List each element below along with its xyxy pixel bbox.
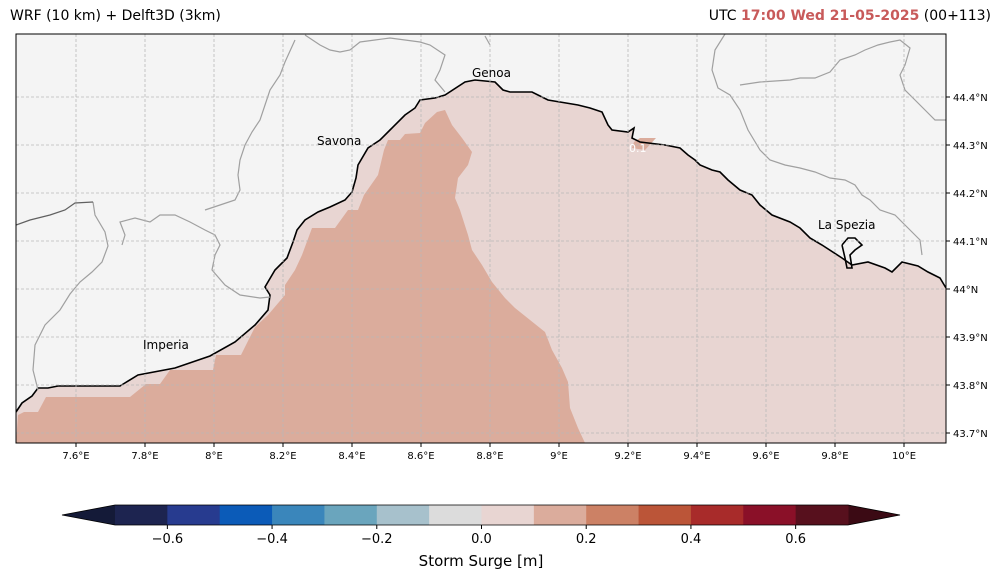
longitude-tick-label: 8.2°E (269, 451, 296, 462)
colorbar-tick-label: −0.2 (361, 532, 393, 547)
colorbar-tick-label: 0.6 (785, 532, 806, 547)
latitude-tick-label: 44.3°N (953, 141, 988, 152)
city-label-la-spezia: La Spezia (818, 218, 875, 232)
map-frame (15, 33, 947, 444)
city-labels: Genoa Savona Imperia La Spezia (143, 66, 875, 352)
longitude-tick-label: 9.4°E (683, 451, 710, 462)
admin-borders (32, 34, 946, 391)
colorbar: −0.6 −0.4 −0.2 0.0 0.2 0.4 0.6 (61, 504, 901, 547)
colorbar-segment (533, 505, 587, 525)
colorbar-tick-label: −0.4 (256, 532, 288, 547)
city-label-savona: Savona (317, 134, 361, 148)
contour-label: 0.1 (629, 142, 647, 155)
colorbar-outline (61, 504, 901, 526)
latitude-tick-label: 43.7°N (953, 429, 988, 440)
latitude-tick-label: 44°N (953, 285, 978, 296)
latitude-axis: 44.4°N 44.3°N 44.2°N 44.1°N 44°N 43.9°N 43.8°N… (946, 93, 988, 440)
colorbar-segment (324, 505, 378, 525)
colorbar-segment (376, 505, 430, 525)
longitude-tick-label: 9.8°E (821, 451, 848, 462)
longitude-tick-label: 9°E (550, 451, 568, 462)
colorbar-segment (115, 505, 168, 525)
colorbar-tick-label: 0.0 (471, 532, 492, 547)
valid-time: UTC 17:00 Wed 21-05-2025 (00+113) (709, 8, 991, 24)
colorbar-segment (167, 505, 221, 525)
longitude-tick-label: 10°E (892, 451, 916, 462)
latitude-tick-label: 43.8°N (953, 381, 988, 392)
la-spezia-gulf-coast (841, 237, 864, 269)
longitude-gridlines (75, 34, 905, 443)
colorbar-segment (638, 505, 692, 525)
colorbar-segment (272, 505, 325, 525)
longitude-tick-label: 9.2°E (614, 451, 641, 462)
map-area: Genoa Savona Imperia La Spezia 0.1 (16, 34, 946, 443)
longitude-tick-label: 8.8°E (476, 451, 503, 462)
colorbar-over-arrow (848, 505, 900, 525)
colorbar-segment (795, 505, 849, 525)
utc-label: UTC (708, 8, 737, 24)
longitude-tick-label: 9.6°E (752, 451, 779, 462)
forecast-lead-time: (00+113) (923, 8, 991, 24)
latitude-gridlines (16, 96, 946, 434)
longitude-axis: 7.6°E 7.8°E 8°E 8.2°E 8.4°E 8.6°E 8.8°E 9°E 9.2°… (62, 443, 916, 462)
forecast-datetime: 17:00 Wed 21-05-2025 (741, 8, 920, 24)
colorbar-under-arrow (62, 505, 115, 525)
colorbar-segment (481, 505, 535, 525)
longitude-tick-label: 8.6°E (407, 451, 434, 462)
france-italy-border (16, 201, 94, 226)
latitude-tick-label: 43.9°N (953, 333, 988, 344)
map-title: WRF (10 km) + Delft3D (3km) (10, 8, 221, 24)
colorbar-segment (586, 505, 640, 525)
longitude-tick-label: 7.8°E (131, 451, 158, 462)
latitude-tick-label: 44.4°N (953, 93, 988, 104)
longitude-tick-label: 8.4°E (338, 451, 365, 462)
latitude-tick-label: 44.1°N (953, 237, 988, 248)
colorbar-tick-label: 0.4 (681, 532, 702, 547)
city-label-genoa: Genoa (472, 66, 511, 80)
colorbar-segment (219, 505, 273, 525)
longitude-tick-label: 8°E (205, 451, 223, 462)
colorbar-tick-label: 0.2 (576, 532, 597, 547)
latitude-tick-label: 44.2°N (953, 189, 988, 200)
colorbar-segment (743, 505, 797, 525)
colorbar-label: Storm Surge [m] (418, 552, 544, 570)
city-label-imperia: Imperia (143, 338, 189, 352)
colorbar-tick-label: −0.6 (152, 532, 184, 547)
colorbar-segment (690, 505, 744, 525)
longitude-tick-label: 7.6°E (62, 451, 89, 462)
colorbar-segment (429, 505, 482, 525)
